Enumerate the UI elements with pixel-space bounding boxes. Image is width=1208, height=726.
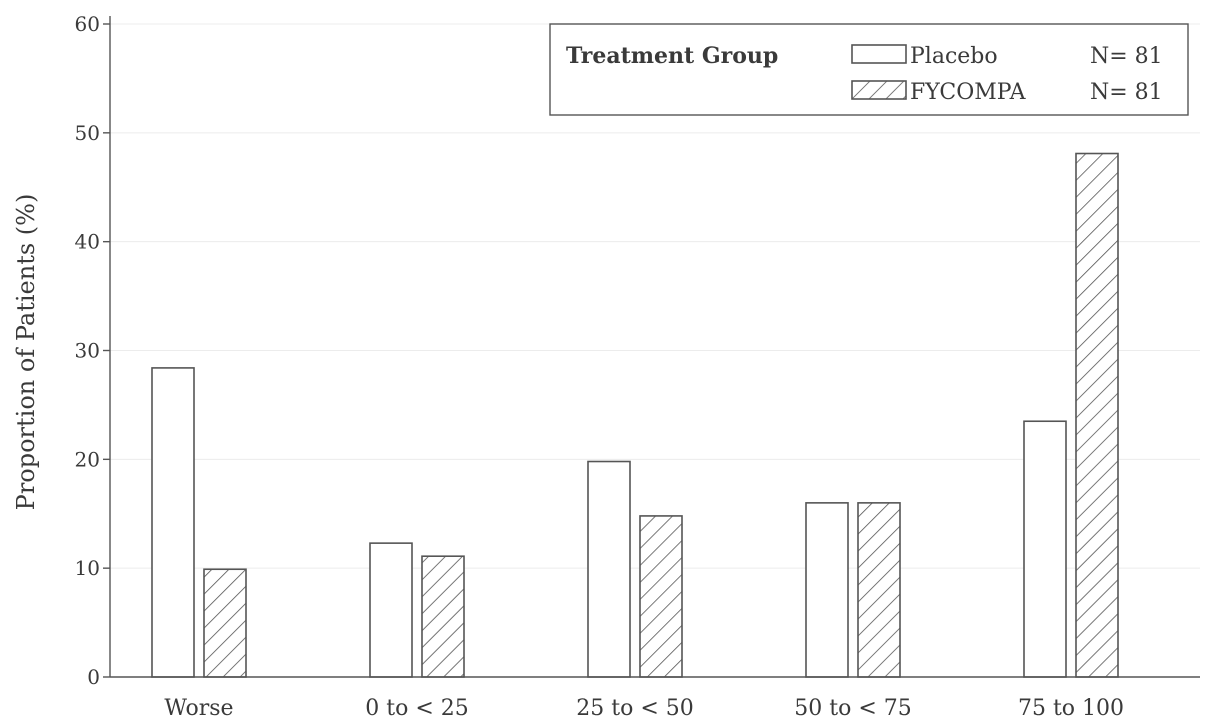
bar-placebo-3 <box>805 502 849 678</box>
bar-fycompa-2 <box>639 515 683 678</box>
legend-n-fycompa: N= 81 <box>1090 80 1163 105</box>
bar-placebo-0 <box>151 367 195 678</box>
x-category-label-3: 50 to < 75 <box>794 696 912 721</box>
bar-fycompa-3 <box>857 502 901 678</box>
legend-title: Treatment Group <box>566 43 778 69</box>
y-tick-label-3: 30 <box>75 339 100 363</box>
x-category-label-1: 0 to < 25 <box>365 696 469 721</box>
y-axis-title: Proportion of Patients (%) <box>12 194 40 511</box>
y-tick-label-4: 40 <box>75 230 100 254</box>
legend-label-fycompa: FYCOMPA <box>910 80 1027 105</box>
y-tick-label-5: 50 <box>75 121 100 145</box>
bar-fycompa-0 <box>203 568 247 678</box>
bar-placebo-4 <box>1023 420 1067 678</box>
bar-fycompa-4 <box>1075 152 1119 678</box>
legend-box <box>549 23 1189 116</box>
bar-placebo-2 <box>587 460 631 678</box>
y-tick-label-0: 0 <box>87 665 100 689</box>
x-category-label-0: Worse <box>164 696 233 721</box>
x-category-label-2: 25 to < 50 <box>576 696 694 721</box>
bar-fycompa-1 <box>421 555 465 678</box>
y-tick-label-1: 10 <box>75 556 100 580</box>
legend-swatch-placebo <box>851 44 907 64</box>
y-tick-label-6: 60 <box>75 12 100 36</box>
legend-swatch-fycompa <box>851 80 907 100</box>
bar-placebo-1 <box>369 542 413 678</box>
y-tick-label-2: 20 <box>75 447 100 471</box>
legend: Treatment Group Placebo N= 81 FYCOMPA N=… <box>549 23 1189 116</box>
axes-layer: 0 10 20 30 40 50 60 Worse 0 to < 25 25 to < 50 50 … <box>75 12 1200 721</box>
x-category-label-4: 75 to 100 <box>1018 696 1124 721</box>
legend-label-placebo: Placebo <box>910 44 998 69</box>
legend-n-placebo: N= 81 <box>1090 44 1163 69</box>
bars-layer <box>151 152 1119 678</box>
